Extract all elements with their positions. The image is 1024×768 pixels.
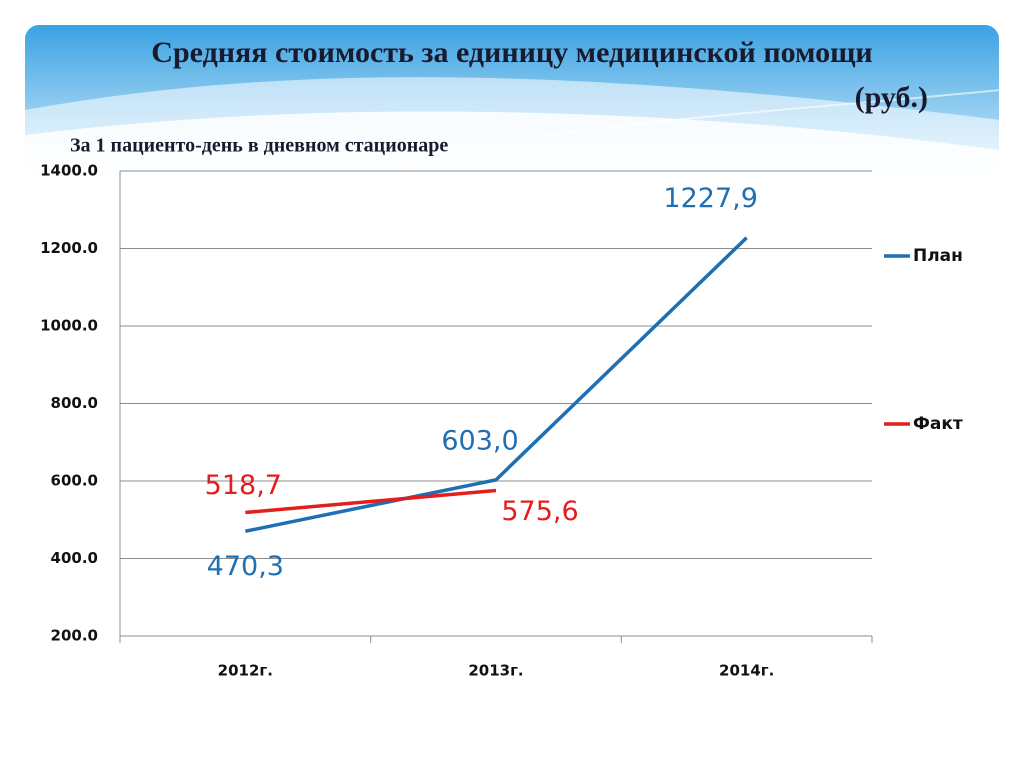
y-tick-label: 1400.0 bbox=[40, 162, 98, 180]
chart-title: Средняя стоимость за единицу медицинской… bbox=[151, 36, 872, 69]
x-tick-label: 2012г. bbox=[218, 662, 273, 680]
y-tick-label: 1200.0 bbox=[40, 239, 98, 257]
y-tick-label: 200.0 bbox=[51, 627, 98, 645]
legend-label: Факт bbox=[913, 414, 963, 434]
legend-label: План bbox=[913, 246, 963, 266]
header-banner bbox=[25, 25, 999, 175]
x-tick-label: 2013г. bbox=[468, 662, 523, 680]
y-tick-label: 1000.0 bbox=[40, 317, 98, 335]
line-series bbox=[245, 488, 497, 515]
data-label: 603,0 bbox=[441, 425, 518, 456]
y-tick-label: 400.0 bbox=[51, 549, 98, 567]
y-tick-label: 800.0 bbox=[51, 394, 98, 412]
data-label: 575,6 bbox=[501, 496, 578, 527]
data-label: 470,3 bbox=[207, 551, 284, 582]
data-label: 1227,9 bbox=[663, 183, 757, 214]
line-series bbox=[244, 236, 748, 533]
data-label: 518,7 bbox=[205, 470, 282, 501]
chart-title-units: (руб.) bbox=[855, 81, 928, 114]
y-tick-label: 600.0 bbox=[51, 472, 98, 490]
chart-subtitle: За 1 пациенто-день в дневном стационаре bbox=[70, 135, 448, 157]
x-tick-label: 2014г. bbox=[719, 662, 774, 680]
